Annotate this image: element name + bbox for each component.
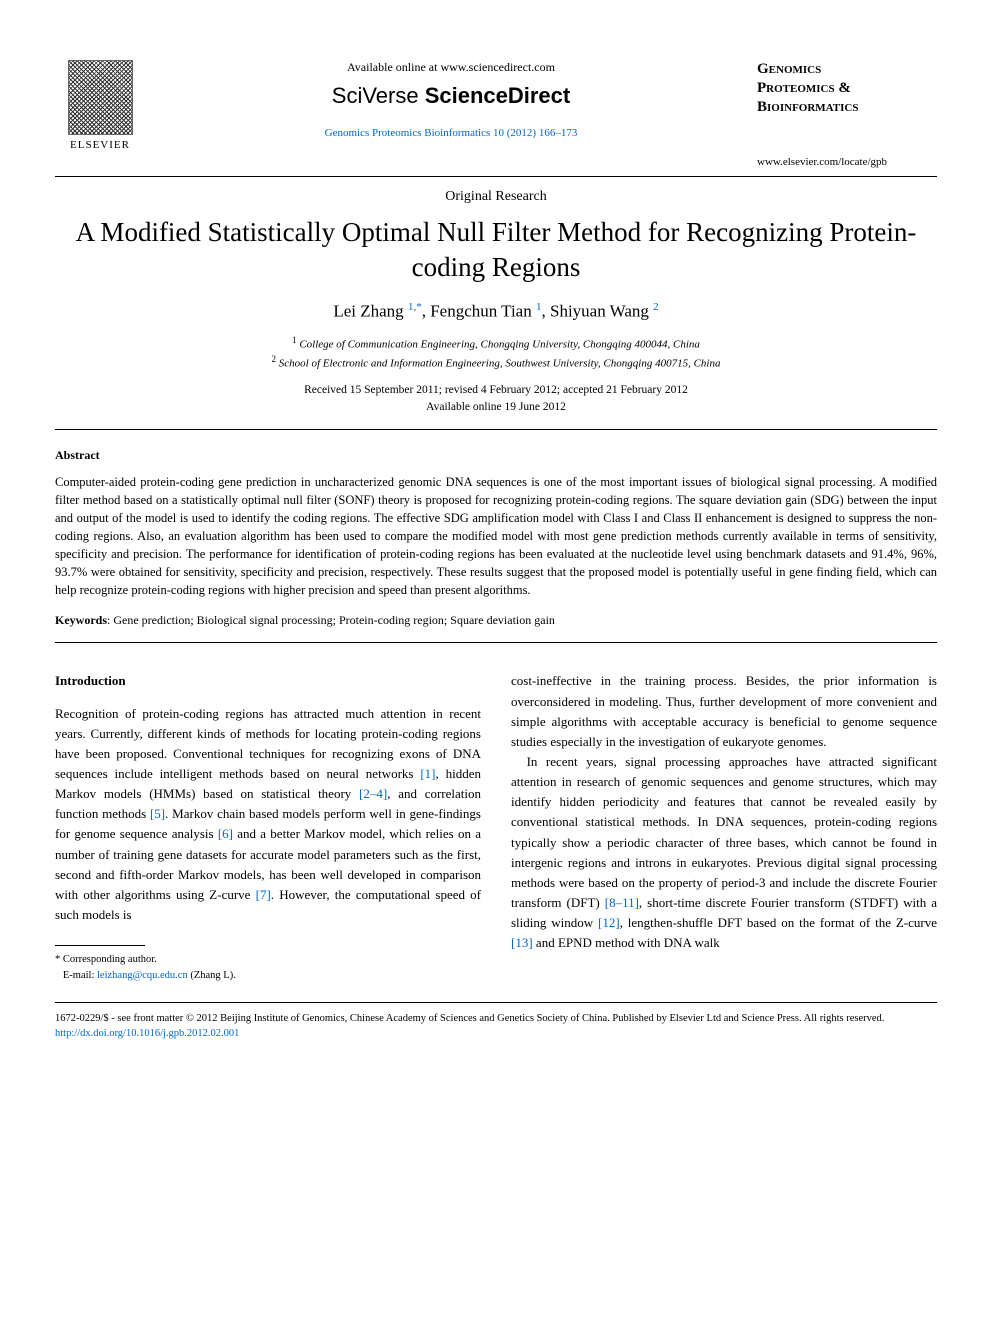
footnote-separator xyxy=(55,945,145,946)
column-right: cost-ineffective in the training process… xyxy=(511,671,937,983)
center-header: Available online at www.sciencedirect.co… xyxy=(145,60,757,139)
ref-8-11[interactable]: [8–11] xyxy=(605,895,639,910)
intro-paragraph-2: In recent years, signal processing appro… xyxy=(511,752,937,953)
platform-name: ScienceDirect xyxy=(425,83,571,108)
available-online-text: Available online at www.sciencedirect.co… xyxy=(165,60,737,75)
elsevier-tree-logo xyxy=(68,60,133,135)
ref-6[interactable]: [6] xyxy=(218,826,233,841)
affiliations: 1 College of Communication Engineering, … xyxy=(55,334,937,372)
ref-13[interactable]: [13] xyxy=(511,935,533,950)
journal-name-line3: Bioinformatics xyxy=(757,99,858,115)
ref-12[interactable]: [12] xyxy=(598,915,620,930)
intro-paragraph-1: Recognition of protein-coding regions ha… xyxy=(55,704,481,926)
platform-logo: SciVerse ScienceDirect xyxy=(165,83,737,109)
email-link[interactable]: leizhang@cqu.edu.cn xyxy=(97,970,188,981)
dates-line2: Available online 19 June 2012 xyxy=(426,401,566,413)
p2-seg-c: , lengthen-shuffle DFT based on the form… xyxy=(620,915,937,930)
journal-name-line2: Proteomics & xyxy=(757,80,851,96)
citation-link[interactable]: Genomics Proteomics Bioinformatics 10 (2… xyxy=(165,127,737,139)
ref-7[interactable]: [7] xyxy=(256,887,271,902)
header-separator xyxy=(55,176,937,177)
publisher-name: ELSEVIER xyxy=(70,139,130,151)
article-type: Original Research xyxy=(55,189,937,205)
keywords-line: Keywords: Gene prediction; Biological si… xyxy=(55,613,937,628)
column-left: Introduction Recognition of protein-codi… xyxy=(55,671,481,983)
abstract-text: Computer-aided protein-coding gene predi… xyxy=(55,473,937,600)
authors-line: Lei Zhang 1,*, Fengchun Tian 1, Shiyuan … xyxy=(55,301,937,322)
journal-name: Genomics Proteomics & Bioinformatics xyxy=(757,60,937,116)
copyright-text: 1672-0229/$ - see front matter © 2012 Be… xyxy=(55,1013,884,1024)
intro-heading: Introduction xyxy=(55,671,481,691)
article-title: A Modified Statistically Optimal Null Fi… xyxy=(55,215,937,285)
platform-prefix: SciVerse xyxy=(332,83,425,108)
aff-2-num: 2 xyxy=(272,354,277,364)
corresponding-author-note: * Corresponding author. xyxy=(55,952,481,968)
copyright-separator xyxy=(55,1002,937,1003)
ref-5[interactable]: [5] xyxy=(150,806,165,821)
abstract-bottom-separator xyxy=(55,642,937,643)
email-line: E-mail: leizhang@cqu.edu.cn (Zhang L). xyxy=(55,968,481,984)
publisher-block: ELSEVIER xyxy=(55,60,145,151)
intro-paragraph-1-cont: cost-ineffective in the training process… xyxy=(511,671,937,752)
author-1-corr[interactable]: ,* xyxy=(413,301,421,313)
email-suffix: (Zhang L). xyxy=(188,970,236,981)
author-3-aff[interactable]: 2 xyxy=(653,301,659,313)
author-2: Fengchun Tian xyxy=(430,302,532,321)
ref-1[interactable]: [1] xyxy=(420,766,435,781)
dates-line1: Received 15 September 2011; revised 4 Fe… xyxy=(304,384,688,396)
email-label: E-mail: xyxy=(63,970,97,981)
journal-name-line1: Genomics xyxy=(757,61,821,77)
p1-seg-a: Recognition of protein-coding regions ha… xyxy=(55,706,481,781)
p2-seg-d: and EPND method with DNA walk xyxy=(533,935,720,950)
keywords-label: Keywords xyxy=(55,613,107,627)
keywords-text: Gene prediction; Biological signal proce… xyxy=(113,613,555,627)
aff-1-num: 1 xyxy=(292,335,297,345)
abstract-top-separator xyxy=(55,429,937,430)
aff-2-text: School of Electronic and Information Eng… xyxy=(279,358,721,370)
author-1: Lei Zhang xyxy=(333,302,403,321)
article-dates: Received 15 September 2011; revised 4 Fe… xyxy=(55,382,937,414)
author-2-aff[interactable]: 1 xyxy=(536,301,542,313)
author-3: Shiyuan Wang xyxy=(550,302,649,321)
p2-seg-a: In recent years, signal processing appro… xyxy=(511,754,937,910)
header-row: ELSEVIER Available online at www.science… xyxy=(55,60,937,168)
copyright-block: 1672-0229/$ - see front matter © 2012 Be… xyxy=(55,1011,937,1043)
journal-block: Genomics Proteomics & Bioinformatics www… xyxy=(757,60,937,168)
footnote-block: * Corresponding author. E-mail: leizhang… xyxy=(55,952,481,984)
ref-2-4[interactable]: [2–4] xyxy=(359,786,387,801)
journal-url[interactable]: www.elsevier.com/locate/gpb xyxy=(757,156,937,168)
body-columns: Introduction Recognition of protein-codi… xyxy=(55,671,937,983)
doi-link[interactable]: http://dx.doi.org/10.1016/j.gpb.2012.02.… xyxy=(55,1028,239,1039)
abstract-heading: Abstract xyxy=(55,448,937,463)
aff-1-text: College of Communication Engineering, Ch… xyxy=(299,339,700,351)
